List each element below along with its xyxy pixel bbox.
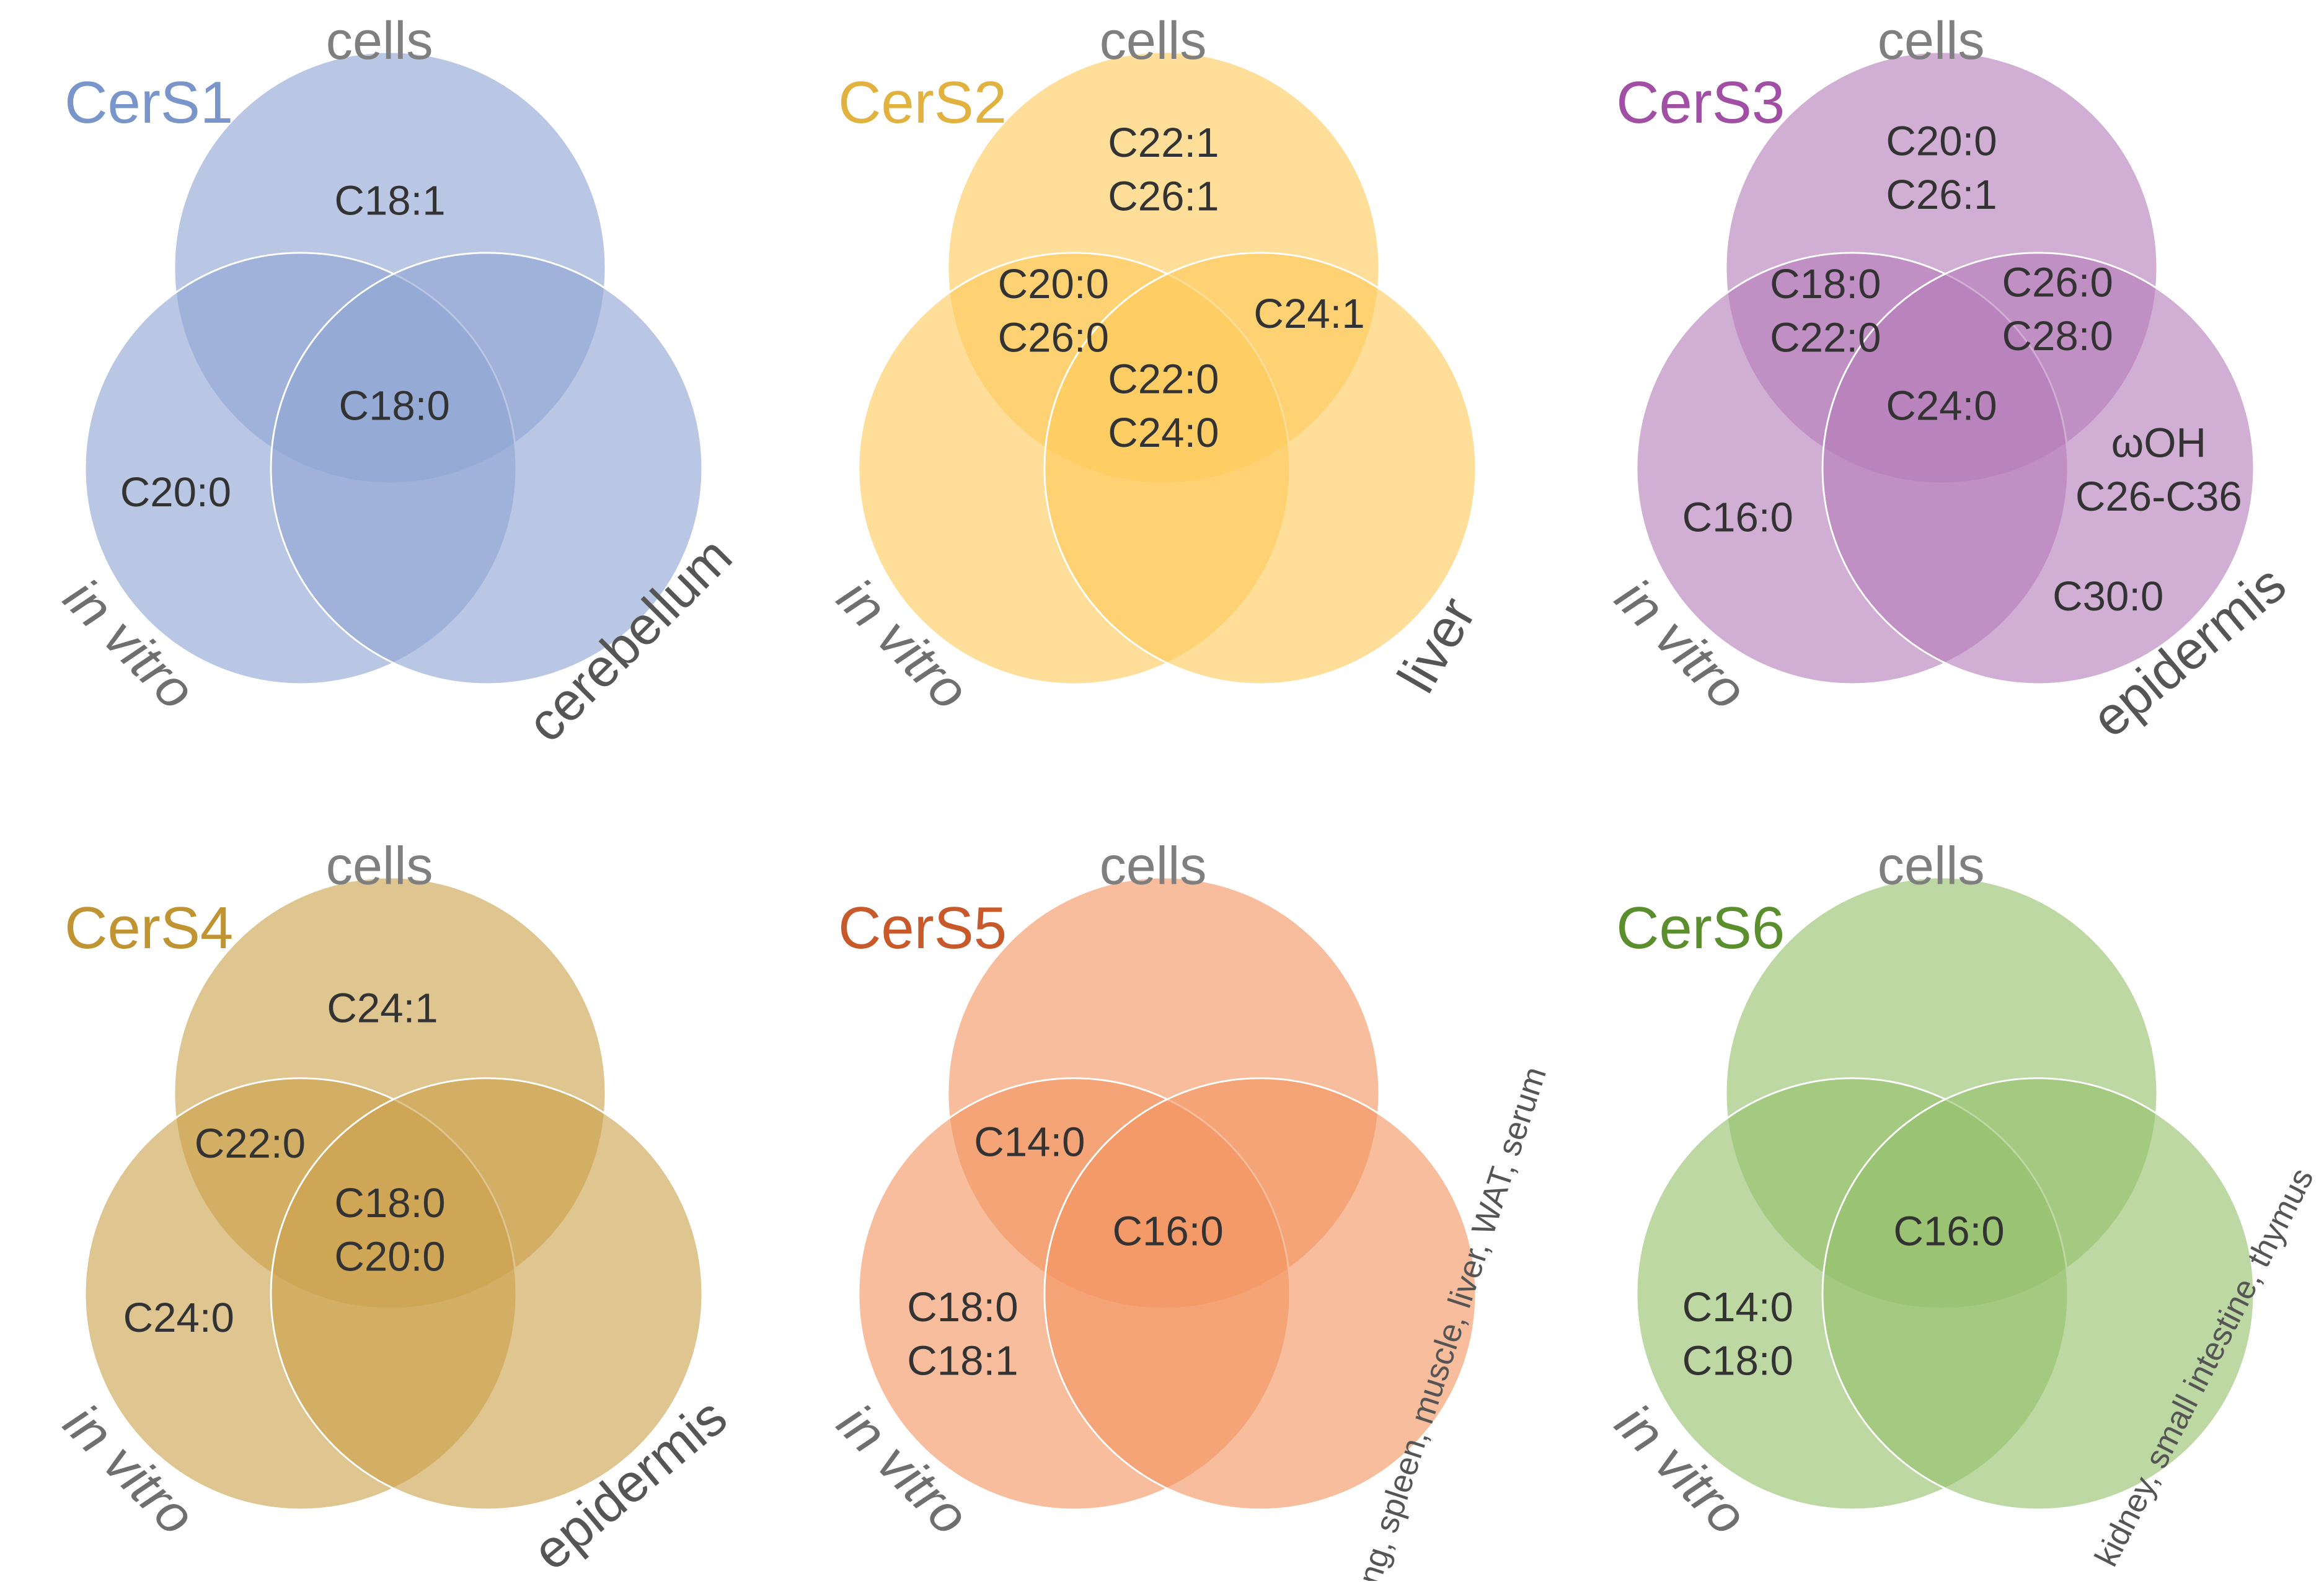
region-label: C18:0 <box>334 1180 445 1226</box>
top-label: cells <box>1100 837 1207 896</box>
region-label: C16:0 <box>1682 495 1793 541</box>
venn-circle <box>1043 1077 1477 1511</box>
venn-circle <box>1821 252 2255 685</box>
region-label: C18:0 <box>907 1284 1018 1331</box>
venn-circle <box>270 1077 704 1511</box>
region-label: C20:0 <box>998 261 1109 307</box>
region-label: C26-C36 <box>2075 473 2242 520</box>
region-label: C18:0 <box>339 383 450 429</box>
region-label: C18:1 <box>334 178 445 224</box>
region-label: C22:0 <box>195 1120 306 1167</box>
top-label: cells <box>326 11 433 71</box>
panel-title: CerS1 <box>64 69 233 136</box>
panel-title: CerS3 <box>1616 69 1785 136</box>
region-label: C26:1 <box>1886 172 1997 218</box>
venn-circle <box>270 252 704 685</box>
panel-title: CerS2 <box>838 69 1007 136</box>
region-label: C22:0 <box>1108 356 1219 403</box>
region-label: C20:0 <box>334 1233 445 1280</box>
region-label: C18:0 <box>1682 1337 1793 1384</box>
region-label: C24:0 <box>1886 383 1997 429</box>
region-label: C24:0 <box>1108 410 1219 456</box>
venn-circle <box>1043 252 1477 685</box>
region-label: C14:0 <box>974 1119 1085 1166</box>
region-label: C24:1 <box>1253 291 1364 337</box>
region-label: C14:0 <box>1682 1284 1793 1331</box>
region-label: C18:0 <box>1770 261 1881 307</box>
region-label: C30:0 <box>2052 573 2163 620</box>
region-label: C28:0 <box>2002 313 2113 359</box>
top-label: cells <box>1878 11 1985 71</box>
region-label: C22:1 <box>1108 120 1219 166</box>
top-label: cells <box>1100 11 1207 71</box>
region-label: C20:0 <box>1886 118 1997 165</box>
region-label: C26:1 <box>1108 173 1219 219</box>
region-label: C18:1 <box>907 1337 1018 1384</box>
region-label: ωOH <box>2111 420 2206 467</box>
region-label: C22:0 <box>1770 314 1881 361</box>
venn-circle <box>1821 1077 2255 1511</box>
region-label: C24:0 <box>123 1295 234 1341</box>
region-label: C16:0 <box>1893 1208 2004 1255</box>
panel-title: CerS6 <box>1616 895 1785 961</box>
panel-title: CerS4 <box>64 895 233 961</box>
region-label: C26:0 <box>2002 260 2113 306</box>
panel-title: CerS5 <box>838 895 1007 961</box>
top-label: cells <box>1878 837 1985 896</box>
region-label: C20:0 <box>120 469 231 516</box>
region-label: C26:0 <box>998 314 1109 361</box>
region-label: C16:0 <box>1112 1208 1223 1255</box>
region-label: C24:1 <box>327 985 438 1032</box>
top-label: cells <box>326 837 433 896</box>
